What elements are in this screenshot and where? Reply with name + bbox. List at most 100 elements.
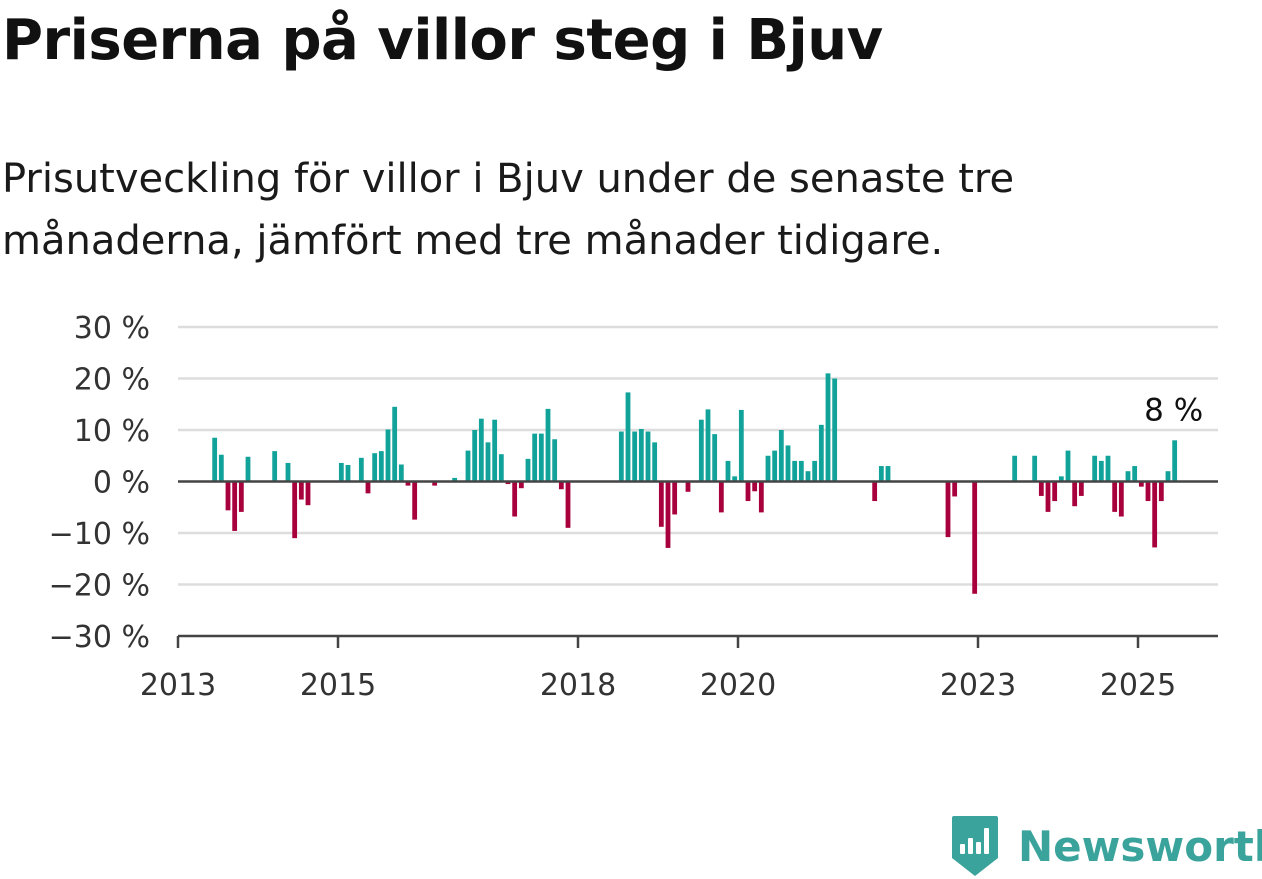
y-tick-label: 10 % — [74, 414, 150, 449]
bar — [378, 451, 384, 482]
bar — [765, 455, 771, 482]
bar — [1045, 481, 1051, 512]
bar — [465, 450, 471, 482]
bar — [1125, 471, 1131, 482]
bar — [432, 481, 438, 486]
bar — [798, 460, 804, 482]
bar — [645, 431, 651, 482]
bar — [625, 392, 631, 482]
bar — [1158, 481, 1164, 502]
bar — [472, 430, 478, 482]
bar — [1118, 481, 1124, 517]
bar — [1105, 455, 1111, 482]
labels: 30 % 20 % 10 % 0 % −10 % −20 % −30 % 2013 2015 20… — [49, 311, 1204, 703]
bar — [1072, 481, 1078, 507]
bar — [538, 433, 544, 482]
bar — [872, 481, 878, 502]
bar — [685, 481, 691, 492]
bar — [778, 430, 784, 482]
bar — [758, 481, 764, 513]
bar — [365, 481, 371, 494]
bar — [632, 431, 638, 482]
bar — [238, 481, 244, 512]
bar — [738, 409, 744, 482]
bar — [492, 419, 498, 482]
bar — [285, 462, 291, 482]
bar — [525, 458, 531, 482]
bar — [1038, 481, 1044, 496]
x-tick-label: 2015 — [300, 668, 376, 703]
bar — [405, 481, 411, 486]
bar — [1052, 481, 1058, 502]
bar — [1138, 481, 1144, 487]
bar — [1132, 466, 1138, 482]
y-tick-label: −30 % — [49, 620, 150, 655]
bar — [545, 408, 551, 482]
bar — [1012, 455, 1018, 482]
bar — [972, 481, 978, 594]
bar — [532, 433, 538, 482]
bar — [665, 481, 671, 548]
bar — [292, 481, 298, 539]
bar — [878, 466, 884, 482]
bar — [478, 418, 484, 482]
bar — [1145, 481, 1151, 502]
bar — [338, 462, 344, 482]
bar — [698, 419, 704, 482]
bar — [805, 471, 811, 482]
newsworthy-brand: Newsworthy — [950, 814, 1262, 878]
bar — [385, 429, 391, 482]
bar — [398, 464, 404, 482]
bar — [1112, 481, 1118, 512]
bar — [945, 481, 951, 538]
bar — [245, 456, 251, 482]
x-tick-label: 2018 — [540, 668, 616, 703]
bar — [485, 442, 491, 482]
bar — [412, 481, 418, 520]
bar — [785, 445, 791, 482]
bar — [825, 373, 831, 482]
bar — [1165, 471, 1171, 482]
bar — [652, 442, 658, 482]
x-tick-label: 2020 — [700, 668, 776, 703]
bar — [658, 481, 664, 527]
x-tick-label: 2025 — [1100, 668, 1176, 703]
bar — [1098, 460, 1104, 482]
bar — [745, 481, 751, 502]
brand-name: Newsworthy — [1018, 821, 1262, 871]
bar — [712, 434, 718, 482]
bar — [1065, 450, 1071, 482]
bar — [818, 424, 824, 482]
bar — [618, 431, 624, 482]
bar — [772, 450, 778, 482]
bar — [212, 437, 218, 482]
chart-title: Priserna på villor steg i Bjuv — [2, 8, 883, 73]
bar — [705, 409, 711, 482]
bar — [1152, 481, 1158, 548]
bar — [305, 481, 311, 506]
bar — [565, 481, 571, 528]
last-value-label: 8 % — [1144, 392, 1203, 428]
bar — [752, 481, 758, 492]
bar — [392, 406, 398, 482]
bar — [518, 481, 524, 489]
bar — [498, 454, 504, 482]
y-tick-label: 20 % — [74, 363, 150, 398]
bar — [792, 460, 798, 482]
bar — [218, 454, 224, 482]
bar — [1058, 476, 1064, 482]
axes — [176, 480, 1218, 648]
y-tick-label: −20 % — [49, 569, 150, 604]
newsworthy-logo-icon — [952, 816, 998, 876]
bar — [225, 481, 231, 511]
bar — [812, 460, 818, 482]
bar — [1092, 455, 1098, 482]
x-tick-label: 2013 — [140, 668, 216, 703]
y-tick-label: 0 % — [93, 466, 150, 501]
bar — [372, 453, 378, 482]
bar — [832, 378, 838, 482]
y-tick-label: −10 % — [49, 517, 150, 552]
bar — [552, 439, 558, 482]
y-tick-label: 30 % — [74, 311, 150, 346]
